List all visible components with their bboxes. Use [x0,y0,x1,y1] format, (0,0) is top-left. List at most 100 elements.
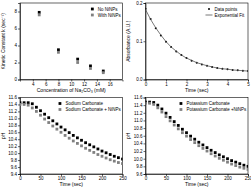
y-axis-tick-label: 8 [14,9,17,14]
point [64,128,67,131]
y-axis-tick: 10.4 [8,137,20,142]
y-axis-tick-label: 10.4 [8,137,17,142]
point [64,134,67,137]
legend: Data pointsExponential Fit [205,7,245,18]
point [218,153,221,156]
legend-swatch [91,8,94,11]
y-axis-tick-label: 10.8 [134,126,143,131]
legend-swatch [208,8,210,10]
y-axis-tick: 10.8 [8,123,20,128]
point [51,119,54,122]
legend-label: Data points [214,7,238,12]
point [177,127,180,130]
x-axis-tick-label: 16 [108,82,114,87]
y-axis-tick-mark [18,153,20,154]
point [60,131,63,134]
point [206,146,209,149]
y-axis-tick: 11.0 [134,118,145,123]
point [222,159,225,162]
x-axis-tick: 5 [247,80,250,87]
point [92,151,95,154]
y-axis-title: pH [125,132,131,139]
y-axis-tick-mark [144,136,146,137]
y-axis-tick-mark [144,143,146,144]
point [56,128,59,131]
plot-frame [146,98,249,175]
point [181,128,184,131]
point [27,104,30,107]
x-axis-tick: 1 [165,80,168,87]
y-axis-tick-label: 10.6 [8,130,17,135]
y-axis-tick-mark [18,174,20,175]
point [226,161,229,164]
point [181,131,184,134]
legend-swatch [59,108,62,111]
y-axis-tick-mark [144,166,146,167]
point [92,145,95,148]
x-axis-tick-label: 4 [227,82,230,87]
y-axis-tick: 11.0 [9,116,20,121]
point [238,166,241,169]
x-axis-title: Concentration of Na₂CO₃ (mM) [37,87,106,93]
point [156,104,159,107]
x-axis-tick: 250 [119,174,127,181]
y-axis-tick: 11.2 [134,111,145,116]
y-axis-tick-mark [144,120,146,121]
point [39,109,42,112]
plot: 4681012141602468Concentration of Na₂CO₃ … [0,3,123,93]
y-axis-tick-mark [144,128,146,129]
point [222,155,225,158]
point [47,116,50,119]
point [35,110,38,113]
y-axis-tick-mark [18,146,20,147]
y-axis: 02468 [14,4,20,83]
point [97,148,100,151]
x-axis-tick: 16 [108,80,114,87]
plot-frame [20,3,123,80]
point [20,103,21,106]
y-axis-tick-mark [18,125,20,126]
legend: No NiNPsWith NiNPs [91,7,122,18]
point [43,113,46,116]
point [165,115,168,118]
point [238,162,241,165]
y-axis-tick-mark [18,167,20,168]
legend-label: Sodium Carbonate + NiNPs [65,107,121,112]
y-axis-tick-mark [18,63,20,64]
panel: 0123450.00.10.2Time (sec)Absorbance (A.U… [125,1,250,93]
x-axis-tick-label: 4 [32,82,35,87]
point [247,168,248,171]
point [121,162,122,165]
y-axis-tick-label: 0 [14,77,17,82]
data-area [38,11,105,74]
point [89,67,92,70]
point [173,120,176,123]
point [197,141,200,144]
x-axis-title: Time (sec) [185,87,209,93]
y-axis-tick-label: 4 [14,43,17,48]
data-area [20,101,123,165]
x-axis-tick: 50 [164,174,170,181]
legend-entry: With NiNPs [91,13,122,18]
point [243,167,246,170]
legend-swatch [205,15,212,16]
point [27,101,30,104]
y-axis-tick: 10.4 [134,141,146,146]
y-axis: 0.00.10.2 [136,1,146,83]
y-axis-tick-label: 0.0 [136,77,143,82]
x-axis-line [146,80,249,82]
x-axis-tick: 0 [145,174,148,181]
point [76,58,79,61]
y-axis-tick: 8 [14,9,20,14]
point [97,153,100,156]
point [102,71,105,74]
point [214,151,217,154]
y-axis-tick-mark [18,118,20,119]
y-axis-tick: 10.6 [134,134,146,139]
y-axis-tick: 11.4 [9,102,20,107]
point [101,150,104,153]
point [210,149,213,152]
panel: 0501001502002509.69.810.010.210.410.610.… [125,95,251,187]
plot: 0501001502002509.69.810.010.210.410.610.… [125,95,251,187]
point [197,144,200,147]
